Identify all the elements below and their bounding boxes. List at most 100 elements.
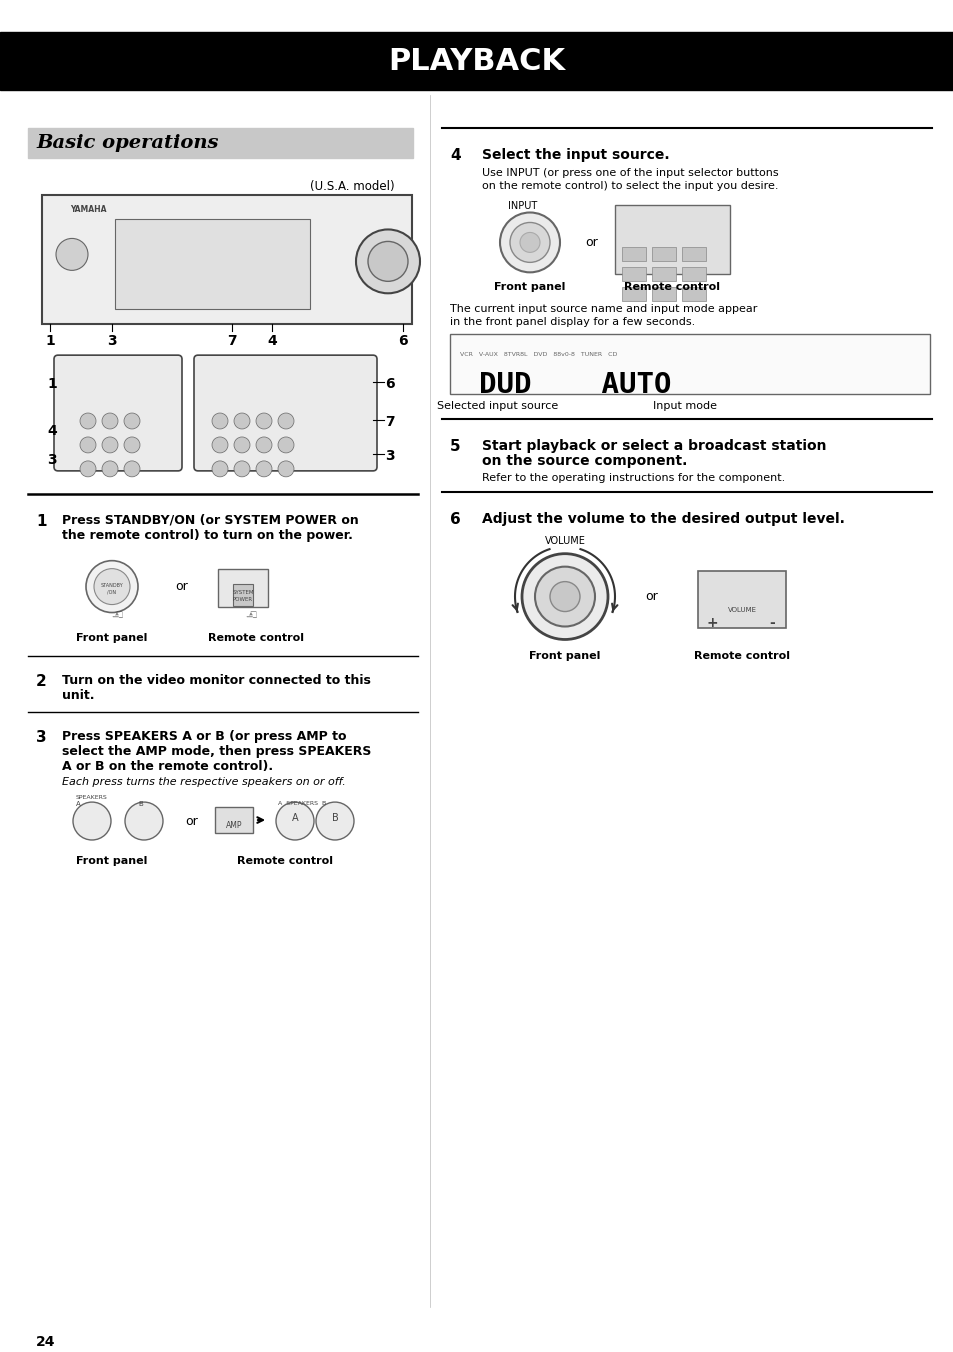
Text: or: or	[585, 235, 598, 249]
Text: 4: 4	[450, 147, 460, 162]
Circle shape	[124, 437, 140, 453]
Text: Remote control: Remote control	[236, 856, 333, 867]
Text: 4: 4	[267, 334, 276, 349]
Text: 3: 3	[385, 449, 395, 462]
Bar	[0, 32, 953, 89]
Text: SPEAKERS: SPEAKERS	[76, 795, 108, 800]
Text: Front panel: Front panel	[76, 856, 148, 867]
Circle shape	[255, 437, 272, 453]
Circle shape	[277, 437, 294, 453]
Text: 5: 5	[450, 439, 460, 454]
Circle shape	[212, 461, 228, 477]
Text: Adjust the volume to the desired output level.: Adjust the volume to the desired output …	[481, 512, 844, 526]
Text: Front panel: Front panel	[494, 283, 565, 292]
Text: on the remote control) to select the input you desire.: on the remote control) to select the inp…	[481, 181, 778, 191]
Text: INPUT: INPUT	[507, 200, 537, 211]
Text: 7: 7	[227, 334, 236, 349]
Text: or: or	[645, 589, 658, 603]
Text: Basic operations: Basic operations	[36, 134, 218, 151]
Text: 7: 7	[385, 415, 395, 429]
Text: Start playback or select a broadcast station: Start playback or select a broadcast sta…	[481, 439, 825, 453]
Text: on the source component.: on the source component.	[481, 454, 687, 468]
Circle shape	[521, 554, 607, 639]
Text: Remote control: Remote control	[208, 634, 304, 644]
Text: VOLUME: VOLUME	[544, 535, 585, 546]
Bar	[450, 334, 929, 393]
Text: Front panel: Front panel	[529, 652, 600, 661]
Text: 2: 2	[36, 675, 47, 690]
Text: 6: 6	[385, 377, 395, 391]
Circle shape	[510, 223, 550, 262]
Circle shape	[277, 412, 294, 429]
Text: or: or	[186, 814, 198, 827]
Text: Select the input source.: Select the input source.	[481, 147, 669, 162]
Text: YAMAHA: YAMAHA	[70, 204, 107, 214]
Text: DUD    AUTO: DUD AUTO	[478, 370, 671, 399]
Circle shape	[212, 437, 228, 453]
Text: A  SPEAKERS  B: A SPEAKERS B	[277, 802, 326, 806]
Text: PLAYBACK: PLAYBACK	[388, 47, 565, 76]
Circle shape	[80, 461, 96, 477]
Text: (U.S.A. model): (U.S.A. model)	[310, 180, 395, 192]
Circle shape	[550, 581, 579, 611]
Circle shape	[233, 461, 250, 477]
Circle shape	[255, 412, 272, 429]
Text: A: A	[76, 802, 81, 807]
Text: -: -	[768, 615, 774, 630]
Text: Press SPEAKERS A or B (or press AMP to: Press SPEAKERS A or B (or press AMP to	[62, 730, 346, 744]
Bar	[621, 288, 645, 301]
Text: AMP: AMP	[226, 821, 242, 830]
Text: Front panel: Front panel	[76, 634, 148, 644]
FancyBboxPatch shape	[193, 356, 376, 470]
Text: 3: 3	[36, 730, 47, 745]
Circle shape	[102, 461, 118, 477]
Text: Remote control: Remote control	[623, 283, 720, 292]
Text: 1: 1	[47, 377, 57, 391]
Bar	[214, 807, 253, 833]
Text: A: A	[292, 813, 298, 823]
Bar	[115, 219, 310, 310]
Text: VCR   V-AUX   8TVR8L   DVD   88v0-8   TUNER   CD: VCR V-AUX 8TVR8L DVD 88v0-8 TUNER CD	[459, 352, 617, 357]
Bar	[698, 571, 785, 629]
Circle shape	[519, 233, 539, 253]
Text: Remote control: Remote control	[693, 652, 789, 661]
Text: in the front panel display for a few seconds.: in the front panel display for a few sec…	[450, 318, 695, 327]
Text: B: B	[332, 813, 338, 823]
Text: 3: 3	[107, 334, 116, 349]
Bar	[233, 584, 253, 606]
Text: the remote control) to turn on the power.: the remote control) to turn on the power…	[62, 529, 353, 542]
Circle shape	[535, 566, 595, 626]
Text: +: +	[705, 615, 717, 630]
Bar	[681, 288, 705, 301]
Text: Press STANDBY/ON (or SYSTEM POWER on: Press STANDBY/ON (or SYSTEM POWER on	[62, 514, 358, 527]
Circle shape	[315, 802, 354, 840]
Circle shape	[499, 212, 559, 272]
Text: 6: 6	[397, 334, 407, 349]
Circle shape	[212, 412, 228, 429]
Text: A or B on the remote control).: A or B on the remote control).	[62, 760, 273, 773]
Circle shape	[275, 802, 314, 840]
Bar	[42, 195, 412, 324]
Circle shape	[124, 412, 140, 429]
Text: B: B	[138, 802, 143, 807]
FancyBboxPatch shape	[54, 356, 182, 470]
Bar	[218, 569, 268, 607]
Text: Use INPUT (or press one of the input selector buttons: Use INPUT (or press one of the input sel…	[481, 168, 778, 177]
Bar	[615, 204, 729, 274]
Text: ☞: ☞	[110, 606, 122, 619]
Text: or: or	[175, 580, 188, 594]
Bar	[621, 268, 645, 281]
Circle shape	[80, 412, 96, 429]
Text: 24: 24	[36, 1334, 55, 1349]
Text: 1: 1	[45, 334, 55, 349]
Text: 3: 3	[47, 453, 57, 466]
Bar	[651, 288, 676, 301]
Circle shape	[94, 569, 130, 604]
Circle shape	[368, 242, 408, 281]
Text: SYSTEM: SYSTEM	[232, 589, 253, 595]
Circle shape	[125, 802, 163, 840]
Circle shape	[56, 238, 88, 270]
Text: ☞: ☞	[244, 606, 256, 619]
Text: /ON: /ON	[108, 589, 116, 595]
Circle shape	[233, 412, 250, 429]
